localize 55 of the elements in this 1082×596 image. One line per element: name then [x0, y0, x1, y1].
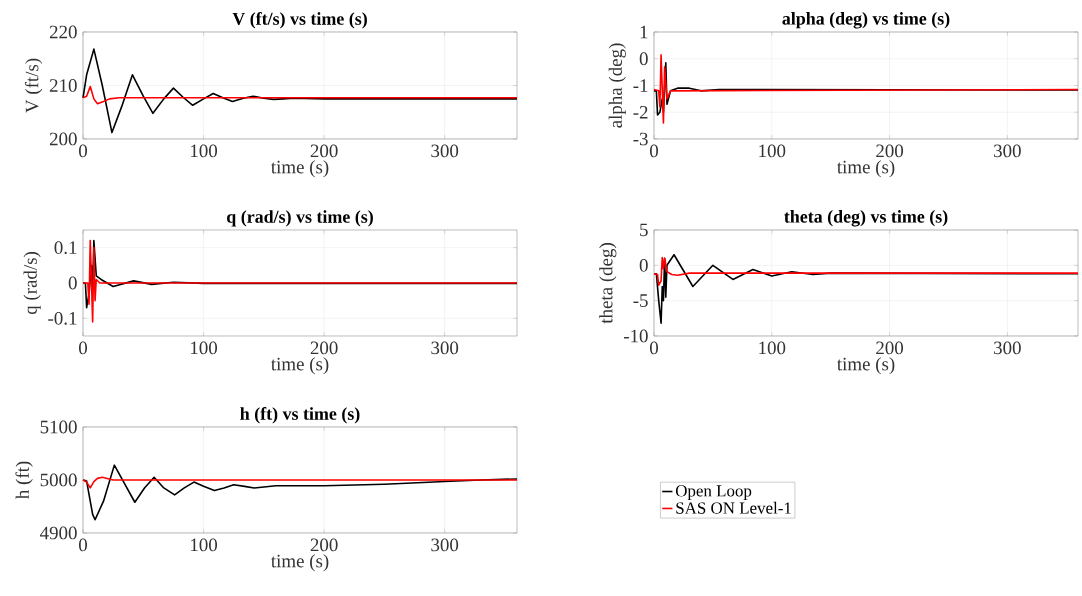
legend-label: SAS ON Level-1	[676, 501, 791, 514]
x-tick-label: 200	[876, 144, 904, 158]
y-axis-title: h (ft)	[15, 461, 33, 499]
chart-title: alpha (deg) vs time (s)	[782, 12, 950, 29]
x-tick-label: 200	[310, 144, 338, 158]
y-tick-label: 220	[49, 25, 77, 39]
x-tick-label: 100	[191, 144, 218, 158]
y-tick-label: -3	[633, 132, 648, 146]
x-tick-label: 0	[79, 341, 88, 355]
y-axis-title: q (rad/s)	[23, 252, 41, 315]
y-tick-label: -5	[633, 294, 648, 307]
y-tick-label: 0	[639, 52, 648, 66]
y-tick-label: -1	[633, 79, 648, 92]
x-tick-label: 100	[191, 538, 218, 552]
x-tick-label: 100	[191, 341, 218, 355]
x-tick-label: 100	[759, 341, 786, 355]
y-tick-label: 200	[49, 132, 77, 146]
x-tick-label: 300	[994, 341, 1021, 355]
x-tick-label: 0	[650, 144, 659, 158]
x-tick-label: 0	[79, 538, 88, 552]
legend-label: Open Loop	[675, 485, 752, 500]
chart-title: q (rad/s) vs time (s)	[227, 210, 373, 227]
chart-title: h (ft) vs time (s)	[240, 407, 360, 424]
x-tick-label: 300	[431, 341, 459, 355]
x-tick-label: 200	[310, 538, 338, 552]
y-tick-label: 5100	[40, 420, 77, 434]
y-tick-label: 4900	[40, 526, 77, 540]
y-tick-label: 210	[49, 79, 77, 92]
x-tick-label: 300	[431, 144, 459, 158]
chart-title: V (ft/s) vs time (s)	[232, 12, 367, 29]
x-axis-title: time (s)	[271, 357, 329, 375]
x-axis-title: time (s)	[271, 160, 329, 178]
y-tick-label: 5000	[40, 473, 77, 487]
y-tick-label: -10	[623, 329, 648, 343]
x-tick-label: 0	[650, 341, 659, 355]
x-axis-title: time (s)	[837, 357, 895, 375]
y-tick-label: -2	[633, 105, 648, 119]
x-axis-title: time (s)	[271, 554, 329, 572]
y-axis-title: theta (deg)	[599, 243, 617, 324]
y-axis-title: V (ft/s)	[24, 58, 43, 113]
x-tick-label: 100	[759, 144, 786, 158]
y-tick-label: 0.1	[54, 241, 77, 255]
x-tick-label: 200	[876, 341, 904, 355]
y-tick-label: 1	[640, 25, 648, 39]
x-tick-label: 300	[431, 538, 459, 552]
y-tick-label: -0.1	[48, 311, 77, 325]
y-tick-label: 0	[639, 258, 648, 272]
x-tick-label: 200	[310, 341, 338, 355]
x-axis-title: time (s)	[837, 160, 895, 178]
y-tick-label: 0	[68, 276, 77, 290]
x-tick-label: 0	[79, 144, 88, 158]
y-tick-label: 5	[640, 223, 648, 237]
y-axis-title: alpha (deg)	[608, 43, 626, 128]
chart-title: theta (deg) vs time (s)	[784, 210, 948, 227]
x-tick-label: 300	[994, 144, 1021, 158]
